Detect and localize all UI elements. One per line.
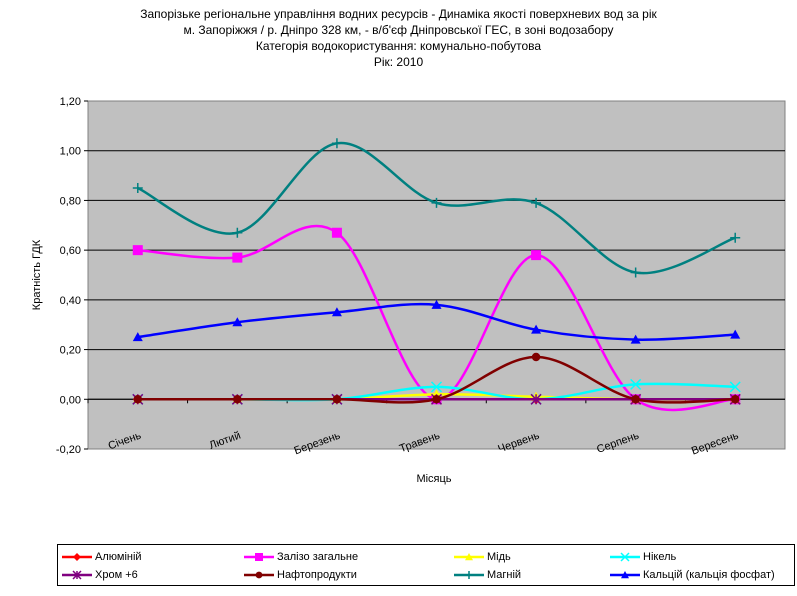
data-point xyxy=(730,329,741,339)
data-point xyxy=(132,245,143,256)
data-point xyxy=(332,395,342,404)
legend-item: Магній xyxy=(454,566,521,584)
title-line-4: Рік: 2010 xyxy=(373,55,424,69)
y-tick-label: 1,20 xyxy=(60,96,81,108)
legend-swatch xyxy=(454,553,484,561)
legend-swatch xyxy=(62,553,92,561)
legend-swatch xyxy=(244,571,274,579)
data-point xyxy=(630,378,642,390)
legend-label: Хром +6 xyxy=(95,569,138,581)
legend-label: Залізо загальне xyxy=(277,551,359,563)
data-point xyxy=(730,395,740,404)
data-point xyxy=(133,395,143,404)
legend-label: Нафтопродукти xyxy=(277,569,357,581)
legend-item: Кальцій (кальція фосфат) xyxy=(610,566,775,584)
data-point xyxy=(531,250,542,261)
data-point xyxy=(132,332,143,342)
y-tick-label: 0,60 xyxy=(60,245,81,257)
data-point xyxy=(630,334,641,344)
data-point xyxy=(430,381,443,393)
legend-swatch xyxy=(610,571,640,579)
y-axis-ticks: -0,20 0,00 0,20 0,40 0,60 0,80 1,00 1,20 xyxy=(56,96,88,456)
legend-marker xyxy=(255,553,263,561)
series-7 xyxy=(132,299,741,344)
legend-marker xyxy=(465,571,473,579)
data-point xyxy=(132,183,143,193)
series-6 xyxy=(132,138,741,278)
legend-marker xyxy=(620,552,630,562)
legend-marker xyxy=(72,570,82,580)
data-point xyxy=(432,395,441,404)
data-point xyxy=(232,227,243,238)
legend-marker xyxy=(465,553,473,561)
title-line-1: Запорізьке регіональне управління водних… xyxy=(140,7,657,21)
legend-label: Магній xyxy=(487,569,522,581)
legend-swatch xyxy=(610,552,640,562)
data-point xyxy=(232,317,243,327)
y-tick-label: 0,80 xyxy=(60,195,81,207)
data-point xyxy=(531,324,542,334)
x-axis-label: Місяць xyxy=(416,473,451,485)
data-point xyxy=(729,381,741,393)
data-point xyxy=(331,138,342,149)
data-point xyxy=(233,395,242,404)
data-point xyxy=(531,352,541,362)
data-point xyxy=(232,252,243,263)
chart-title: Запорізьке регіональне управління водних… xyxy=(0,6,797,70)
y-tick-label: 0,00 xyxy=(60,394,81,406)
legend-label: Нікель xyxy=(643,551,677,563)
data-point xyxy=(631,395,640,404)
y-tick-label: 1,00 xyxy=(60,146,81,158)
legend-swatch xyxy=(244,553,274,561)
legend-item: Залізо загальне xyxy=(244,548,358,566)
legend-item: Алюміній xyxy=(62,548,142,566)
legend-item: Мідь xyxy=(454,548,511,566)
series-lines xyxy=(132,138,741,412)
y-tick-label: 0,40 xyxy=(60,295,81,307)
legend-label: Кальцій (кальція фосфат) xyxy=(643,569,775,581)
y-tick-label: 0,20 xyxy=(60,345,81,357)
legend: Алюміній Залізо загальне Мідь Нікель Хром +6… xyxy=(57,544,795,586)
legend-swatch xyxy=(62,570,92,580)
data-point xyxy=(630,267,641,278)
data-point xyxy=(431,299,442,309)
legend-item: Нікель xyxy=(610,548,676,566)
legend-item: Нафтопродукти xyxy=(244,566,357,584)
legend-label: Алюміній xyxy=(95,551,142,563)
data-point xyxy=(730,232,741,243)
legend-marker xyxy=(621,571,629,579)
data-point xyxy=(431,197,442,208)
legend-marker xyxy=(73,553,81,561)
data-point xyxy=(331,227,342,238)
title-line-3: Категорія водокористування: комунально-п… xyxy=(255,39,542,53)
legend-swatch xyxy=(454,571,484,579)
title-line-2: м. Запоріжжя / р. Дніпро 328 км, - в/б'є… xyxy=(183,23,614,37)
y-tick-label: -0,20 xyxy=(56,444,81,456)
data-point xyxy=(531,197,542,208)
legend-label: Мідь xyxy=(487,551,511,563)
legend-marker xyxy=(255,571,263,579)
data-point xyxy=(331,307,342,317)
series-5 xyxy=(133,352,740,404)
data-point xyxy=(530,393,542,405)
y-axis-label: Кратність ГДК xyxy=(31,239,43,310)
legend-item: Хром +6 xyxy=(62,566,138,584)
